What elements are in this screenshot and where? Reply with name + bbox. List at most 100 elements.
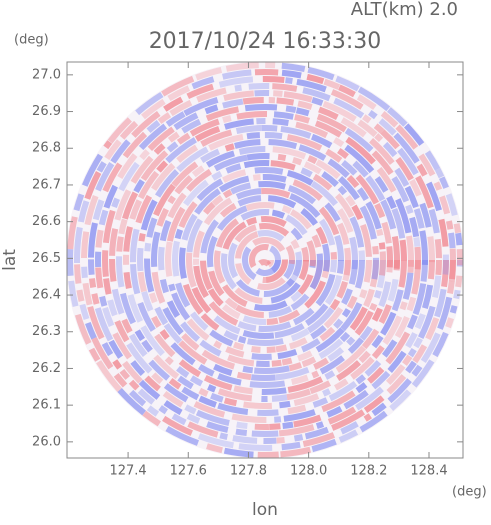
echo-segment [141,234,142,242]
echo-segment [304,248,306,262]
echo-segment [263,79,284,80]
echo-segment [382,252,383,276]
echo-segment [452,249,453,282]
echo-segment [282,73,301,76]
y-tick-label: 26.7 [32,177,61,192]
x-tick-label: 128.4 [410,464,447,479]
x-tick-label: 127.4 [109,464,146,479]
y-tick-label: 27.0 [32,67,61,82]
echo-segment [208,387,215,390]
x-tick-label: 128.2 [350,464,387,479]
echo-segment [171,284,173,290]
y-tick-label: 26.2 [32,361,61,376]
echo-segment [265,135,282,136]
echo-segment [213,174,221,179]
echo-segment [409,298,413,311]
echo-segment [293,241,297,248]
echo-segment [250,383,285,385]
echo-segment [160,408,166,412]
echo-segment [112,259,114,282]
echo-segment [239,446,272,448]
echo-segment [409,236,411,267]
echo-segment [365,416,370,419]
echo-segment [223,102,243,106]
echo-segment [126,227,130,252]
echo-segment [168,242,170,276]
echo-segment [252,356,272,357]
echo-segment [430,237,432,263]
echo-segment [240,149,266,152]
echo-segment [272,363,282,364]
echo-segment [98,230,100,247]
echo-segment [91,259,92,274]
echo-segment [272,397,287,399]
echo-segment [182,248,184,278]
echo-segment [243,100,264,101]
echo-segment [224,192,231,196]
echo-segment [239,339,246,341]
echo-segment [121,220,124,234]
echo-segment [456,290,457,298]
echo-segment [364,117,370,121]
echo-segment [251,377,275,378]
echo-segment [147,243,148,251]
echo-segment [114,199,117,207]
echo-segment [451,233,453,248]
y-label: lat [0,249,20,271]
echo-segment [272,213,283,216]
echo-segment [267,321,278,322]
echo-segment [119,237,121,252]
echo-segment [314,236,318,247]
echo-segment [154,232,158,267]
echo-segment [282,361,291,363]
echo-segment [70,249,71,276]
echo-segment [348,339,353,344]
echo-segment [438,239,439,258]
echo-segment [326,373,334,377]
y-tick-label: 26.5 [32,251,61,266]
echo-segment [77,227,80,263]
echo-segment [247,205,274,208]
echo-segment [244,404,272,406]
echo-segment [247,220,256,223]
echo-segment [382,243,383,250]
y-tick-label: 26.8 [32,141,61,156]
echo-segment [453,306,455,313]
echo-segment [274,419,281,420]
echo-segment [438,260,439,275]
echo-segment [435,276,438,298]
y-tick-label: 26.9 [32,104,61,119]
echo-segment [236,432,247,433]
echo-segment [323,391,329,394]
echo-segment [438,169,442,177]
echo-segment [416,339,420,347]
echo-segment [367,260,369,282]
echo-segment [226,146,234,149]
y-tick-label: 26.1 [32,398,61,413]
echo-segment [237,128,262,131]
echo-segment [377,291,379,298]
echo-segment [278,157,286,158]
x-tick-label: 128.0 [290,464,327,479]
echo-segment [237,114,267,117]
echo-segment [170,197,173,202]
echo-segment [431,260,432,279]
chart-title: 2017/10/24 16:33:30 [149,29,382,54]
echo-segment [226,65,258,69]
echo-segment [258,184,285,187]
echo-segment [286,108,296,110]
echo-segment [140,248,141,271]
echo-segment [253,177,260,178]
echo-segment [448,318,451,327]
echo-segment [272,86,296,89]
echo-segment [375,246,376,254]
echo-segment [379,230,380,236]
echo-segment [167,358,172,363]
echo-segment [127,272,129,288]
echo-segment [457,224,459,233]
echo-segment [94,294,96,304]
echo-segment [449,221,451,229]
echo-segment [234,345,243,348]
echo-segment [458,233,459,245]
